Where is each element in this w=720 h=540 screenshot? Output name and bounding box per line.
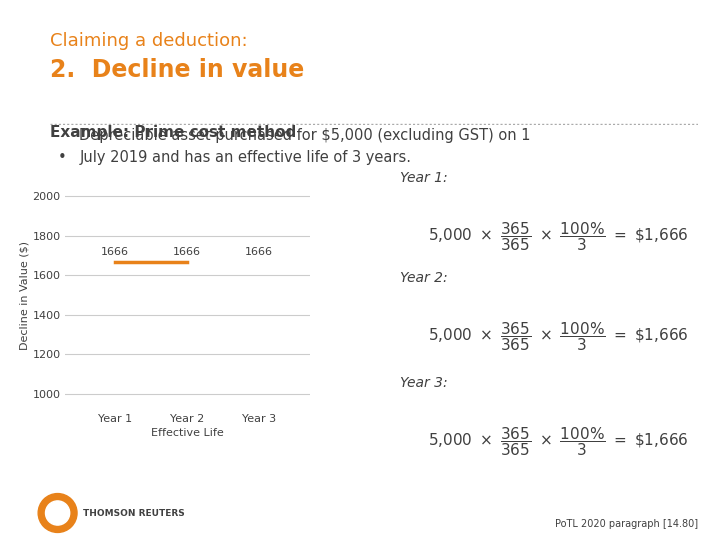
Text: •: • [58,150,66,165]
Text: Year 3:: Year 3: [400,376,447,390]
Text: 1666: 1666 [174,247,201,256]
Text: 1666: 1666 [246,247,273,256]
X-axis label: Effective Life: Effective Life [150,428,224,438]
Text: THOMSON REUTERS: THOMSON REUTERS [83,509,184,518]
Text: Year 1:: Year 1: [400,171,447,185]
Text: Depreciable asset purchased for $5,000 (excluding GST) on 1
July 2019 and has an: Depreciable asset purchased for $5,000 (… [79,128,531,165]
Text: $5{,}000\ \times\ \dfrac{365}{365}\ \times\ \dfrac{100\%}{3}\ =\ \$1{,}666$: $5{,}000\ \times\ \dfrac{365}{365}\ \tim… [428,221,689,253]
Circle shape [45,501,70,525]
Text: Year 2:: Year 2: [400,271,447,285]
Text: Example: Prime cost method: Example: Prime cost method [50,125,297,140]
Text: Claiming a deduction:: Claiming a deduction: [50,32,248,50]
Y-axis label: Decline in Value ($): Decline in Value ($) [19,240,30,349]
Text: $5{,}000\ \times\ \dfrac{365}{365}\ \times\ \dfrac{100\%}{3}\ =\ \$1{,}666$: $5{,}000\ \times\ \dfrac{365}{365}\ \tim… [428,321,689,353]
Text: 1666: 1666 [102,247,129,256]
Text: PoTL 2020 paragraph [14.80]: PoTL 2020 paragraph [14.80] [555,519,698,529]
Circle shape [38,494,77,532]
Text: 2.  Decline in value: 2. Decline in value [50,58,305,82]
Text: $5{,}000\ \times\ \dfrac{365}{365}\ \times\ \dfrac{100\%}{3}\ =\ \$1{,}666$: $5{,}000\ \times\ \dfrac{365}{365}\ \tim… [428,426,689,458]
